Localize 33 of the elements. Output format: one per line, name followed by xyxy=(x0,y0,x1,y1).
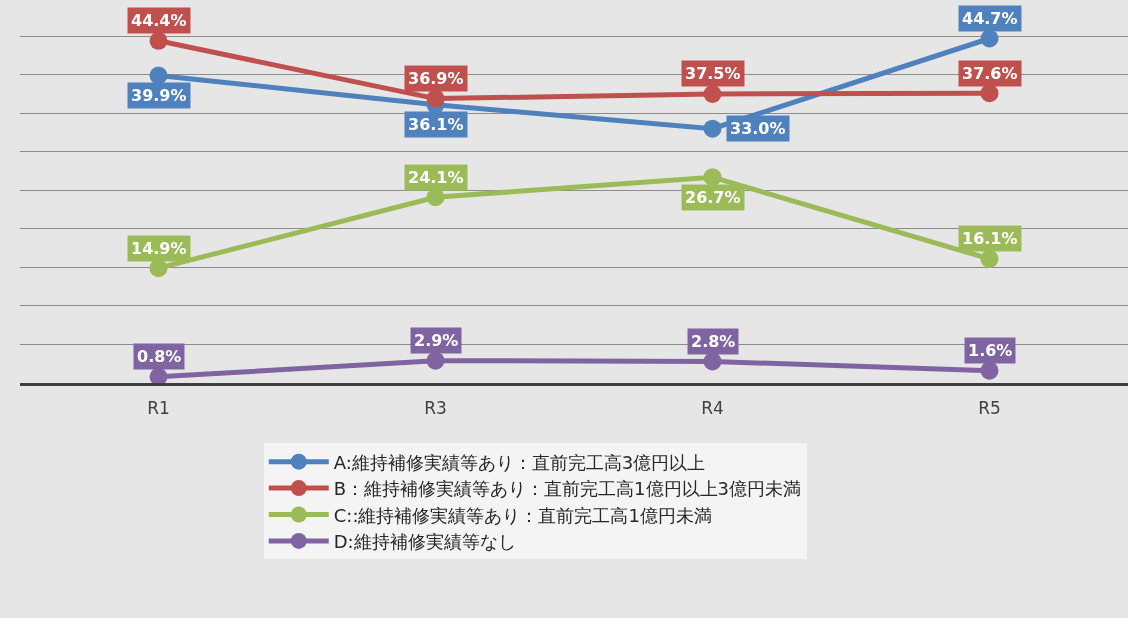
data-label: 1.6% xyxy=(968,341,1013,360)
data-label: 44.4% xyxy=(131,11,187,30)
data-label: 0.8% xyxy=(137,347,182,366)
data-label: 44.7% xyxy=(962,9,1018,28)
point xyxy=(149,31,168,50)
point xyxy=(980,249,999,268)
point xyxy=(426,351,445,370)
data-label: 37.5% xyxy=(685,64,741,83)
data-label: 33.0% xyxy=(730,119,786,138)
x-tick-label: R3 xyxy=(424,398,447,419)
data-label: 14.9% xyxy=(131,239,187,258)
x-tick-label: R1 xyxy=(147,398,170,419)
data-label: 36.1% xyxy=(408,115,464,134)
data-label: 2.8% xyxy=(691,332,736,351)
data-label: 37.6% xyxy=(962,64,1018,83)
x-tick-label: R4 xyxy=(701,398,724,419)
data-label: 39.9% xyxy=(131,86,187,105)
point xyxy=(703,119,722,138)
point xyxy=(426,89,445,108)
point xyxy=(703,84,722,103)
data-label: 24.1% xyxy=(408,168,464,187)
data-label: 16.1% xyxy=(962,229,1018,248)
point xyxy=(149,66,168,85)
legend-label: D:維持補修実績等なし xyxy=(333,530,516,552)
data-label: 2.9% xyxy=(414,331,459,350)
legend-label: C::維持補修実績等あり：直前完工高1億円未満 xyxy=(333,504,712,526)
data-label: 36.9% xyxy=(408,69,464,88)
point xyxy=(703,168,722,187)
legend-label: A:維持補修実績等あり：直前完工高3億円以上 xyxy=(333,451,706,473)
data-label: 26.7% xyxy=(685,188,741,207)
x-tick-label: R5 xyxy=(978,398,1001,419)
point xyxy=(980,361,999,380)
legend-label: B：維持補修実績等あり：直前完工高1億円以上3億円未満 xyxy=(333,478,802,500)
